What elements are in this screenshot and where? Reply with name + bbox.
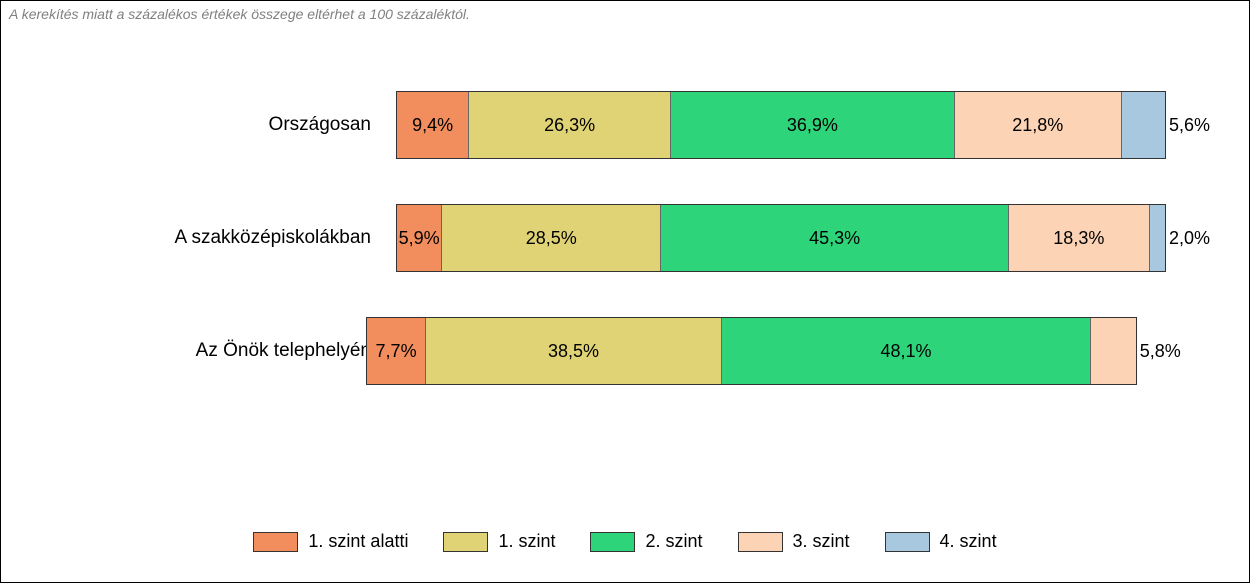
legend-label: 4. szint [940, 531, 997, 552]
segment-value-label: 48,1% [880, 341, 931, 362]
bar-category-label: Az Önök telephelyén [1, 340, 396, 362]
bar-segment: 21,8% [955, 92, 1122, 158]
legend-swatch [738, 532, 783, 552]
bar-wrapper: 5,9% 28,5% 45,3% 18,3% 2,0% [396, 204, 1166, 272]
legend-item: 1. szint [443, 531, 555, 552]
segment-value-label: 9,4% [412, 115, 453, 136]
bar-segment: 36,9% [671, 92, 954, 158]
segment-value-label: 28,5% [526, 228, 577, 249]
bar-segment: 26,3% [469, 92, 671, 158]
legend-label: 2. szint [645, 531, 702, 552]
segment-value-label: 5,6% [1169, 115, 1210, 136]
segment-value-label: 5,9% [399, 228, 440, 249]
chart-container: A kerekítés miatt a százalékos értékek ö… [0, 0, 1250, 583]
bar-row: Országosan 9,4% 26,3% 36,9% 21,8% 5,6% [1, 91, 1249, 159]
stacked-bar: 5,9% 28,5% 45,3% 18,3% 2,0% [396, 204, 1166, 272]
segment-value-label: 38,5% [548, 341, 599, 362]
stacked-bar: 9,4% 26,3% 36,9% 21,8% 5,6% [396, 91, 1166, 159]
bar-segment: 18,3% [1009, 205, 1150, 271]
legend-item: 2. szint [590, 531, 702, 552]
stacked-bar: 7,7% 38,5% 48,1% 5,8% [366, 317, 1137, 385]
segment-value-label: 26,3% [544, 115, 595, 136]
bar-category-label: A szakközépiskolákban [1, 227, 396, 249]
bar-wrapper: 7,7%38,5%48,1%5,8% [396, 317, 1166, 385]
bar-segment: 7,7% [367, 318, 426, 384]
segment-value-label: 18,3% [1053, 228, 1104, 249]
segment-value-label: 45,3% [809, 228, 860, 249]
legend-label: 1. szint alatti [308, 531, 408, 552]
segment-value-label: 7,7% [376, 341, 417, 362]
legend-swatch [590, 532, 635, 552]
bar-segment: 28,5% [442, 205, 661, 271]
segment-value-label: 2,0% [1169, 228, 1210, 249]
segment-value-label: 5,8% [1140, 341, 1181, 362]
legend-item: 4. szint [885, 531, 997, 552]
bar-row: A szakközépiskolákban5,9% 28,5% 45,3% 18,3%… [1, 204, 1249, 272]
bar-category-label: Országosan [1, 114, 396, 136]
bar-row: Az Önök telephelyén7,7% 38,5% 48,1% 5,8% [1, 317, 1249, 385]
legend-label: 1. szint [498, 531, 555, 552]
bar-segment: 5,6% [1122, 92, 1165, 158]
legend-item: 1. szint alatti [253, 531, 408, 552]
bar-segment: 2,0% [1150, 205, 1165, 271]
segment-value-label: 21,8% [1012, 115, 1063, 136]
bar-segment: 9,4% [397, 92, 469, 158]
legend-label: 3. szint [793, 531, 850, 552]
legend-swatch [253, 532, 298, 552]
legend-swatch [885, 532, 930, 552]
rounding-note: A kerekítés miatt a százalékos értékek ö… [9, 6, 470, 22]
bar-segment: 48,1% [722, 318, 1091, 384]
legend-swatch [443, 532, 488, 552]
legend-item: 3. szint [738, 531, 850, 552]
bar-segment: 5,8% [1091, 318, 1136, 384]
bars-area: Országosan 9,4% 26,3% 36,9% 21,8% 5,6% A szakk… [1, 91, 1249, 430]
bar-segment: 38,5% [426, 318, 722, 384]
legend: 1. szint alatti 1. szint 2. szint 3. szint 4… [1, 531, 1249, 552]
bar-segment: 5,9% [397, 205, 442, 271]
bar-wrapper: 9,4% 26,3% 36,9% 21,8% 5,6% [396, 91, 1166, 159]
bar-segment: 45,3% [661, 205, 1009, 271]
segment-value-label: 36,9% [787, 115, 838, 136]
